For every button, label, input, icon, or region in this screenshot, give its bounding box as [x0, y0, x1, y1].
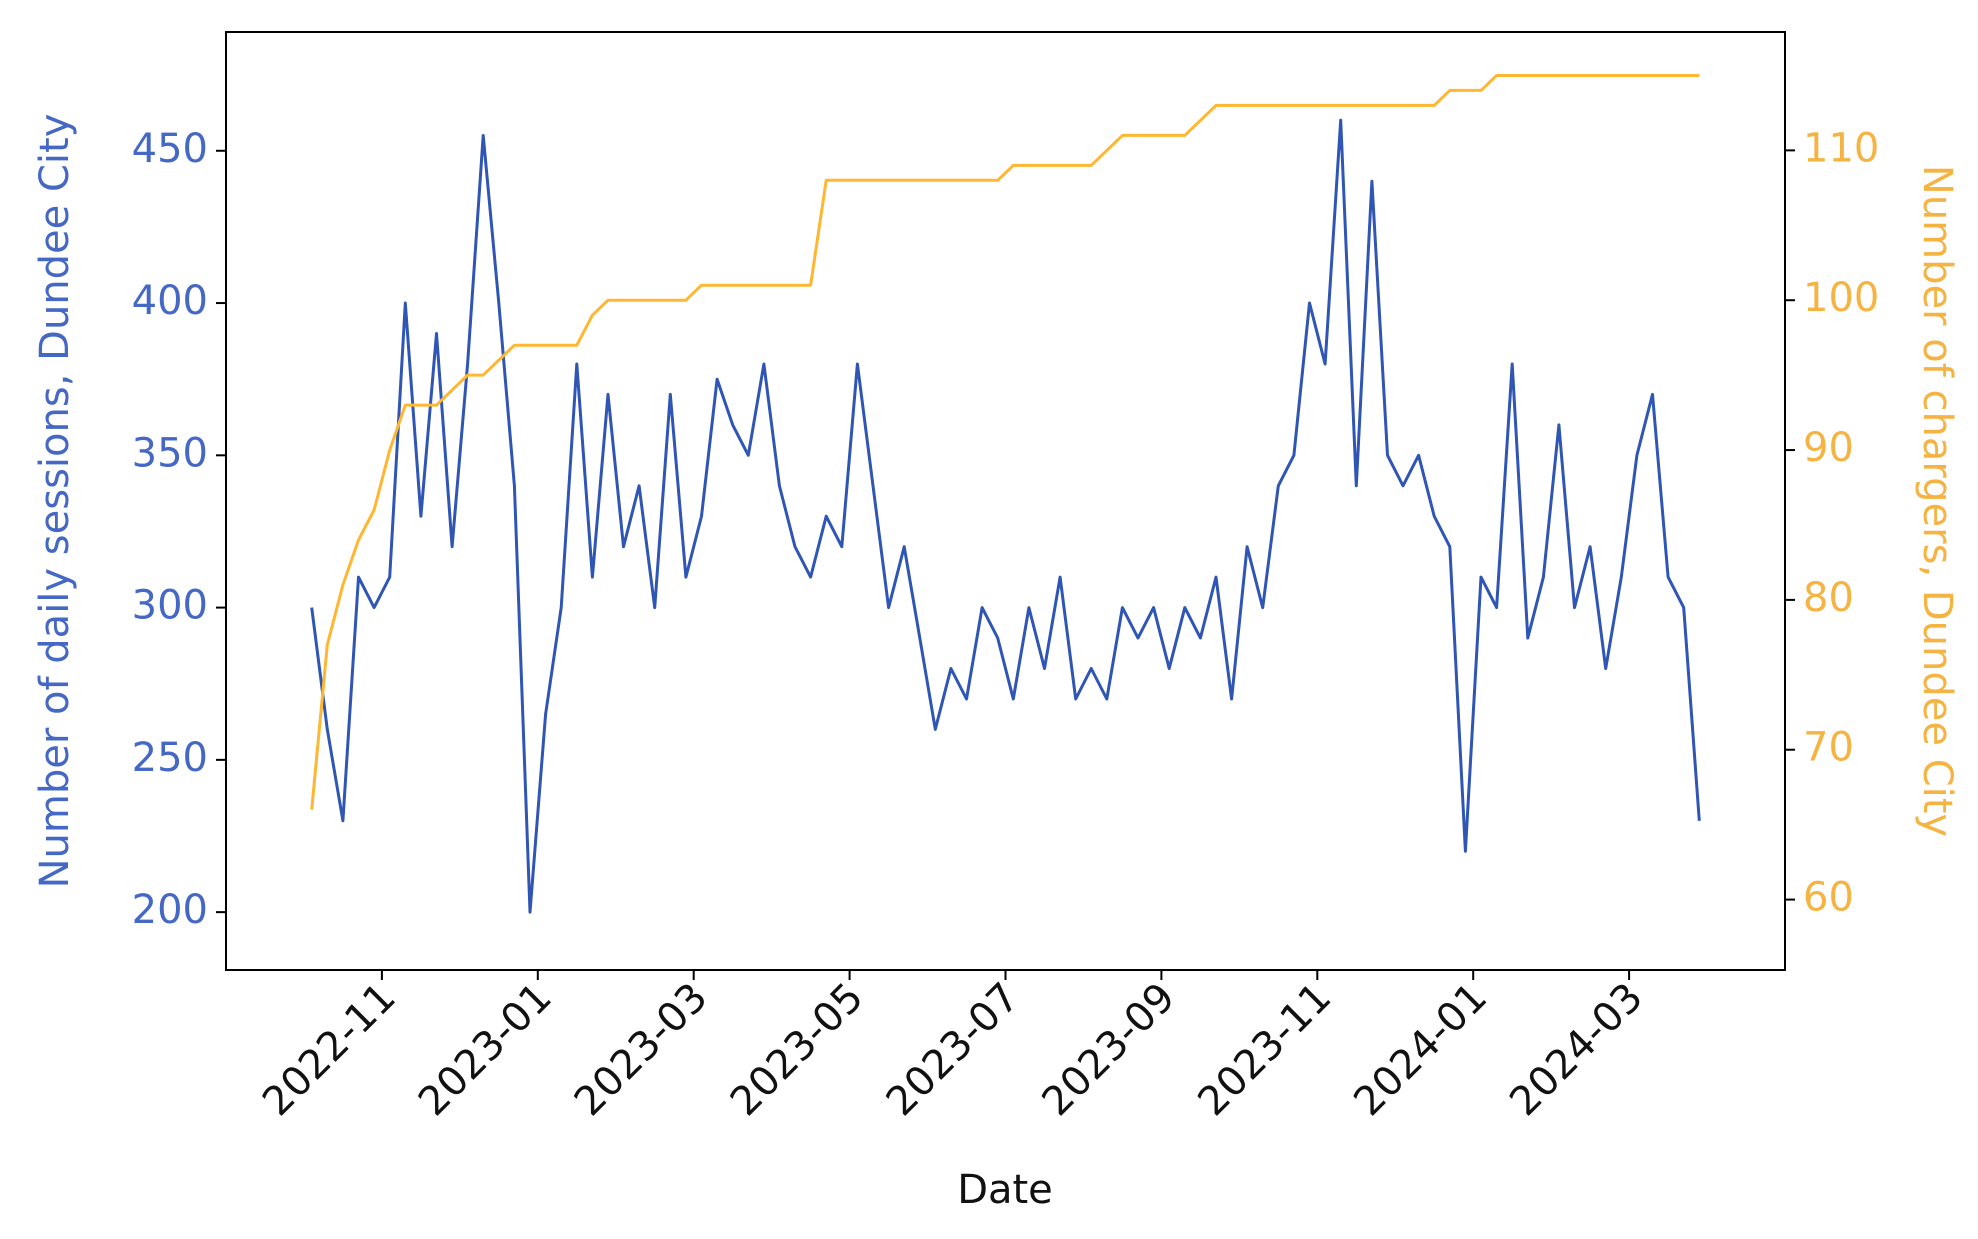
plot-frame: [225, 31, 1786, 971]
y2-tick-label: 90: [1803, 425, 1854, 471]
y-tick-label: 200: [132, 887, 208, 933]
x-tick-label: 2023-07: [878, 974, 1029, 1125]
x-tick-label: 2023-05: [722, 974, 873, 1125]
y-tick-label: 350: [132, 430, 208, 476]
x-tick-label: 2022-11: [254, 974, 405, 1125]
y2-tick-label: 110: [1803, 125, 1879, 171]
x-tick-label: 2024-03: [1501, 974, 1652, 1125]
x-axis-label: Date: [957, 1167, 1053, 1213]
y-tick-label: 300: [132, 583, 208, 629]
y2-tick-label: 100: [1803, 275, 1879, 321]
y2-tick-label: 80: [1803, 575, 1854, 621]
y2-axis-label: Number of chargers, Dundee City: [1914, 165, 1960, 837]
x-tick-label: 2024-01: [1345, 974, 1496, 1125]
x-tick-label: 2023-01: [410, 974, 561, 1125]
x-tick-label: 2023-11: [1189, 974, 1340, 1125]
x-tick-label: 2023-03: [566, 974, 717, 1125]
y-tick-label: 450: [132, 126, 208, 172]
series-line: [310, 74, 1700, 810]
y-axis-label: Number of daily sessions, Dundee City: [32, 114, 78, 889]
series-line: [310, 118, 1701, 914]
y-tick-label: 400: [132, 278, 208, 324]
x-tick-label: 2023-09: [1034, 974, 1185, 1125]
y2-tick-label: 70: [1803, 725, 1854, 771]
y2-tick-label: 60: [1803, 875, 1854, 921]
y-tick-label: 250: [132, 735, 208, 781]
